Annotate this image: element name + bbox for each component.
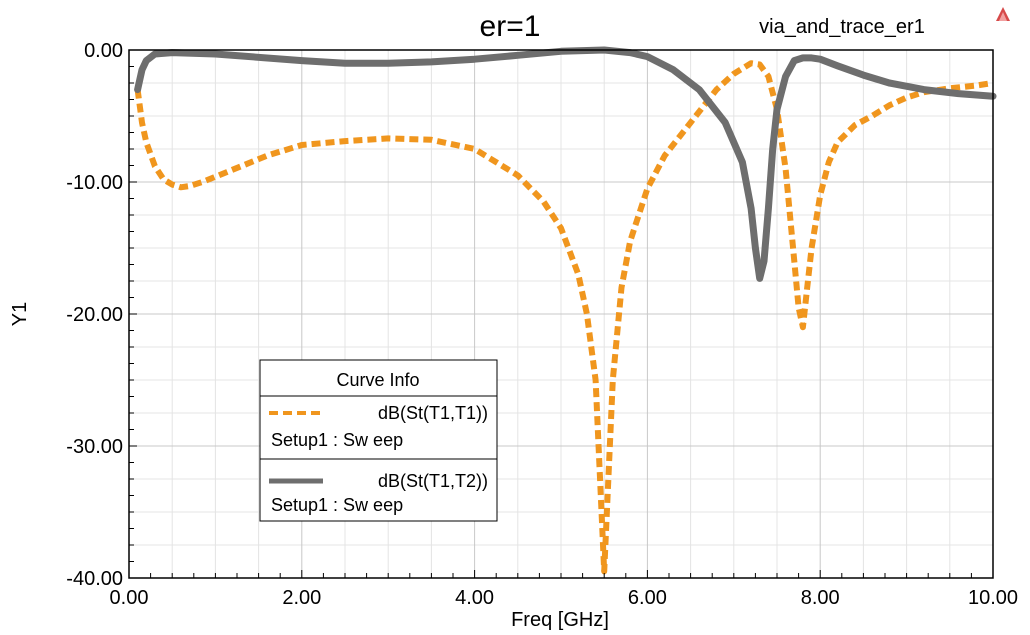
legend-series-setup-s21: Setup1 : Sw eep [271, 495, 403, 515]
series-line-s11 [134, 60, 994, 575]
legend-box [259, 359, 498, 522]
y-tick-label: 0.00 [84, 40, 123, 62]
y-tick-labels: 0.00 -10.00 -20.00 -30.00 -40.00 [66, 40, 123, 590]
chart-title: er=1 [480, 10, 541, 43]
x-axis-label: Freq [GHz] [511, 609, 609, 631]
legend-title: Curve Info [336, 370, 419, 390]
y-tick-label: -40.00 [66, 568, 123, 590]
y-axis-label: Y1 [9, 302, 31, 326]
y-tick-label: -30.00 [66, 436, 123, 458]
x-tick-label: 6.00 [628, 587, 667, 609]
axis-ticks [128, 49, 994, 579]
x-tick-label: 8.00 [801, 587, 840, 609]
x-tick-label: 0.00 [110, 587, 149, 609]
x-tick-label: 10.00 [968, 587, 1018, 609]
y-tick-label: -10.00 [66, 172, 123, 194]
legend: Curve Info dB(St(T1,T1)) Setup1 : Sw eep… [259, 359, 498, 522]
y-tick-label: -20.00 [66, 304, 123, 326]
x-tick-label: 2.00 [282, 587, 321, 609]
legend-series-name-s21: dB(St(T1,T2)) [378, 471, 488, 491]
legend-series-setup-s11: Setup1 : Sw eep [271, 430, 403, 450]
series-line-s21 [134, 46, 997, 282]
legend-series-name-s11: dB(St(T1,T1)) [378, 403, 488, 423]
x-tick-labels: 0.00 2.00 4.00 6.00 8.00 10.00 [110, 587, 1019, 609]
series-layer [134, 46, 997, 575]
chart-subtitle: via_and_trace_er1 [759, 16, 925, 38]
x-tick-label: 4.00 [455, 587, 494, 609]
warning-icon [996, 7, 1010, 21]
